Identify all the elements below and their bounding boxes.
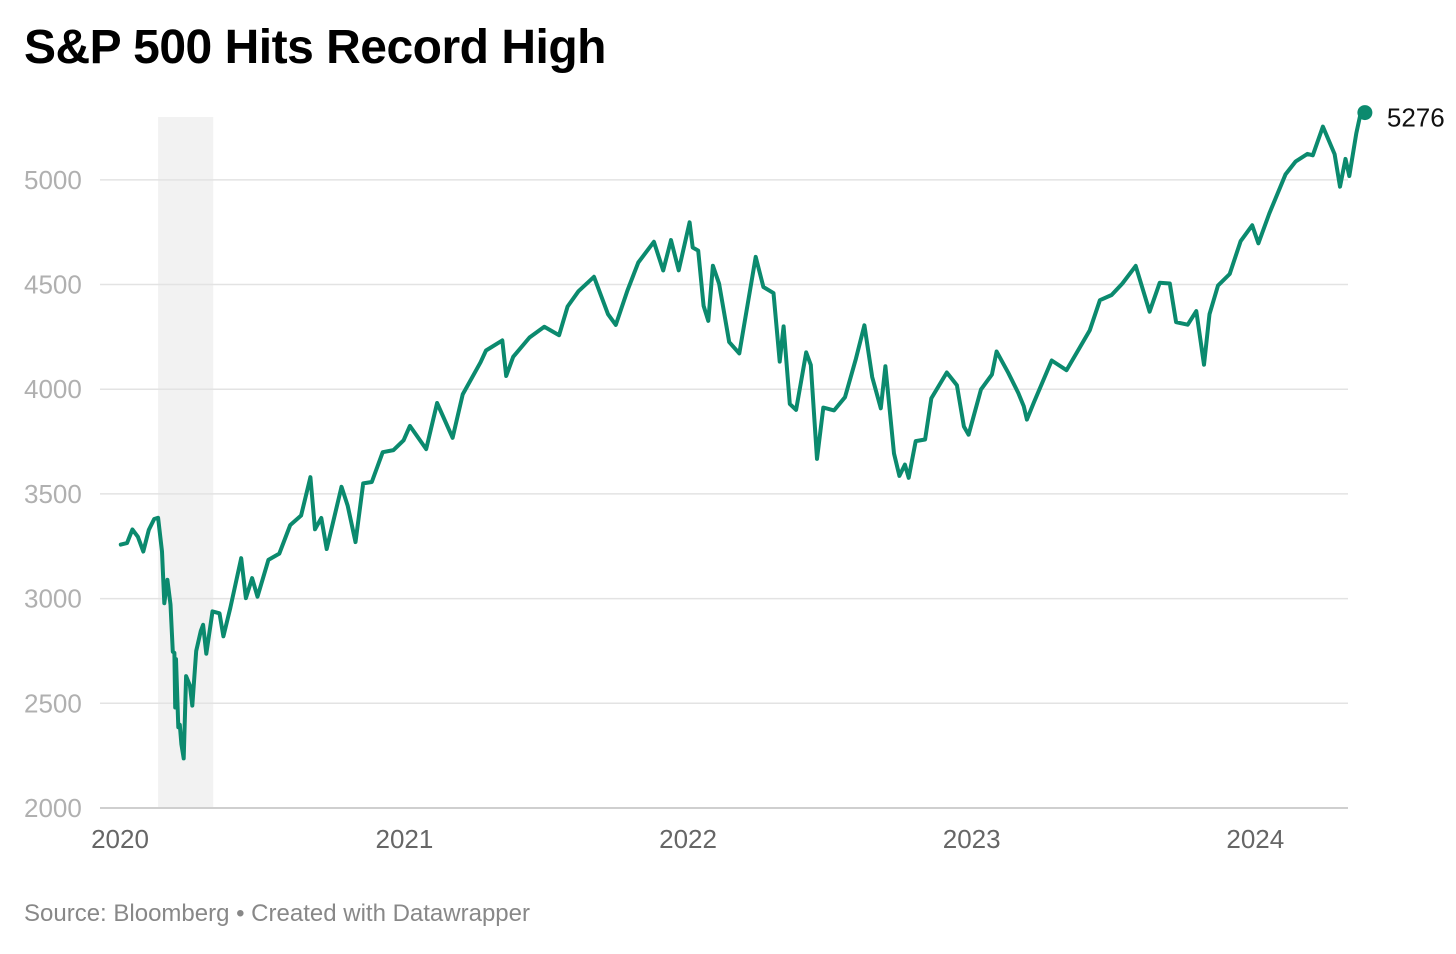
y-tick-label: 5000 <box>24 165 82 195</box>
x-tick-label: 2024 <box>1226 824 1284 854</box>
y-tick-label: 3500 <box>24 479 82 509</box>
x-tick-label: 2021 <box>375 824 433 854</box>
end-marker-layer: 5276 <box>1357 103 1445 133</box>
x-tick-label: 2022 <box>659 824 717 854</box>
y-tick-label: 4000 <box>24 374 82 404</box>
y-axis: 2000 2500 3000 3500 4000 4500 5000 <box>24 165 82 823</box>
y-tick-label: 2000 <box>24 793 82 823</box>
y-tick-label: 2500 <box>24 688 82 718</box>
series-layer <box>118 110 1367 761</box>
series-line <box>118 110 1367 761</box>
x-tick-label: 2020 <box>91 824 149 854</box>
y-tick-label: 3000 <box>24 584 82 614</box>
end-point-marker <box>1357 105 1373 121</box>
x-axis: 2020 2021 2022 2023 2024 <box>91 824 1284 854</box>
y-tick-label: 4500 <box>24 270 82 300</box>
source-note: Source: Bloomberg • Created with Datawra… <box>24 900 530 927</box>
end-value-label: 5276 <box>1387 103 1445 133</box>
chart-title: S&P 500 Hits Record High <box>24 21 606 74</box>
x-tick-label: 2023 <box>943 824 1001 854</box>
gridlines <box>100 179 1348 809</box>
